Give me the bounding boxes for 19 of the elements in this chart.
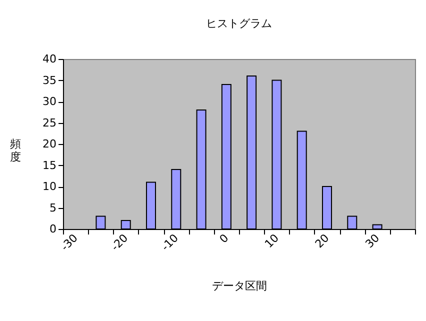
x-tick-label: 20	[312, 232, 332, 251]
x-tick-label: -20	[108, 232, 131, 254]
y-tick-label: 30	[42, 95, 56, 108]
x-tick-label: 0	[217, 232, 232, 246]
x-tick-label: 30	[362, 232, 382, 251]
y-axis-title: 頻度	[10, 138, 22, 164]
y-tick-label: 40	[42, 52, 56, 66]
x-tick-label: -30	[58, 232, 80, 254]
y-tick-label: 0	[50, 222, 56, 236]
y-tick-label: 35	[42, 74, 56, 87]
y-tick-label: 15	[42, 158, 56, 172]
x-axis-title: データ区間	[212, 280, 267, 293]
y-tick-label: 10	[42, 180, 56, 193]
chart-title: ヒストグラム	[206, 17, 272, 30]
x-tick-label: 10	[262, 232, 282, 251]
y-tick-label: 25	[42, 116, 56, 130]
y-tick-label: 5	[50, 201, 56, 214]
y-tick-label: 20	[42, 138, 56, 150]
x-tick-label: -10	[158, 232, 181, 254]
